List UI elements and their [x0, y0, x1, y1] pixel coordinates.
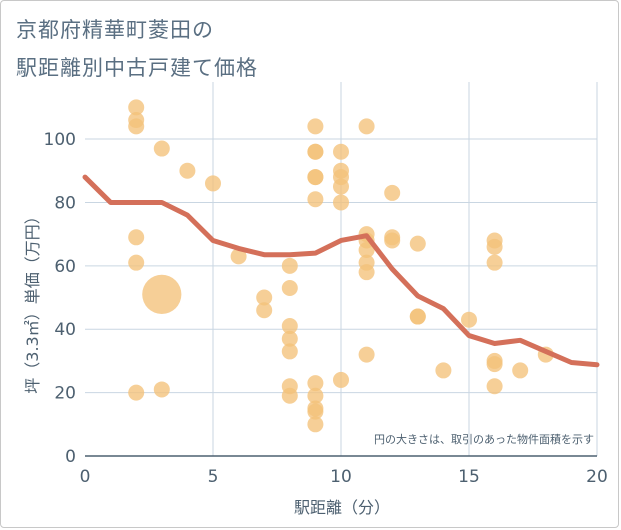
data-bubble — [281, 343, 298, 360]
data-bubble — [333, 143, 349, 160]
x-tick-label: 0 — [80, 467, 91, 487]
data-bubble — [179, 162, 196, 179]
data-bubble — [486, 254, 503, 271]
y-tick-label: 40 — [54, 320, 76, 340]
data-bubble — [128, 254, 145, 271]
data-bubble — [333, 194, 349, 211]
data-bubble — [435, 362, 452, 379]
data-bubble — [358, 241, 375, 258]
x-tick-label: 15 — [458, 467, 480, 487]
y-tick-label: 80 — [54, 193, 76, 213]
data-bubble — [307, 169, 324, 186]
x-tick-label: 5 — [208, 467, 219, 487]
data-bubble — [128, 99, 145, 116]
y-axis-title: 坪（3.3㎡）単価（万円） — [23, 208, 42, 393]
data-bubble — [153, 381, 170, 398]
y-tick-label: 60 — [54, 257, 76, 277]
data-bubble — [486, 238, 503, 255]
data-bubble — [307, 191, 324, 208]
data-bubble — [384, 184, 401, 201]
data-bubble — [358, 346, 375, 363]
x-axis-title: 駅距離（分） — [294, 498, 390, 517]
data-bubble — [333, 178, 349, 195]
data-bubble — [307, 118, 324, 135]
y-tick-label: 20 — [54, 384, 76, 404]
data-bubble — [128, 229, 145, 246]
data-bubble — [486, 378, 503, 395]
data-bubble — [205, 175, 221, 192]
chart-title-line-1: 京都府精華町菱田の — [16, 18, 214, 42]
data-bubble — [384, 232, 401, 249]
y-tick-label: 0 — [65, 447, 76, 467]
data-bubble — [281, 387, 298, 404]
data-bubble — [281, 257, 298, 274]
size-note: 円の大きさは、取引のあった物件面積を示す — [374, 432, 594, 446]
chart-title-line-2: 駅距離別中古戸建て価格 — [16, 56, 258, 80]
y-tick-label: 100 — [44, 130, 76, 150]
x-tick-label: 10 — [330, 467, 352, 487]
data-bubble — [307, 387, 324, 404]
data-bubble — [333, 371, 349, 388]
grid-layer — [85, 82, 598, 456]
x-tick-label: 20 — [586, 467, 608, 487]
trend-line-layer — [82, 174, 600, 368]
data-bubble — [409, 235, 426, 252]
data-bubble — [461, 311, 477, 328]
data-bubble — [153, 140, 170, 157]
data-bubble — [128, 118, 145, 135]
data-bubble — [358, 264, 375, 281]
data-bubble — [281, 318, 298, 335]
data-bubble — [307, 403, 324, 420]
trend-line — [82, 174, 600, 368]
data-bubble — [128, 384, 145, 401]
data-bubble — [281, 330, 298, 347]
data-bubble — [256, 289, 273, 306]
data-bubble — [307, 143, 324, 160]
data-bubble — [358, 118, 375, 135]
data-bubble — [281, 280, 298, 297]
data-bubble — [409, 308, 426, 325]
data-bubble — [512, 362, 529, 379]
data-bubble — [230, 248, 247, 265]
data-bubble — [307, 416, 324, 433]
data-bubble — [307, 375, 324, 392]
data-bubble — [256, 302, 273, 319]
data-bubble — [142, 274, 182, 314]
data-bubble — [486, 356, 503, 373]
axis-layer: 0 5 10 15 20 0 20 40 60 80 100 — [44, 130, 608, 487]
